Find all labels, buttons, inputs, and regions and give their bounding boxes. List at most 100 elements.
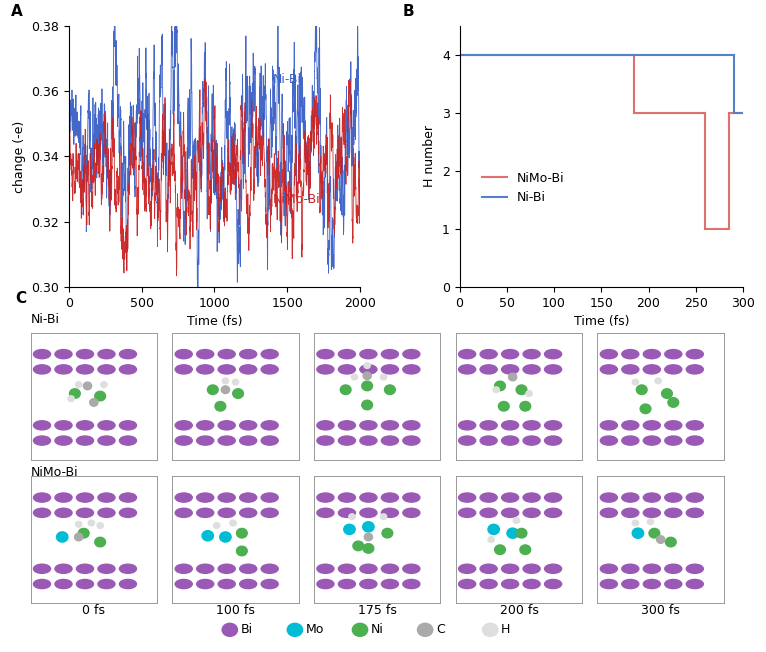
Ellipse shape xyxy=(502,365,519,374)
Ellipse shape xyxy=(240,436,257,445)
Text: Bi: Bi xyxy=(241,623,253,636)
Ellipse shape xyxy=(643,365,660,374)
Ellipse shape xyxy=(655,378,661,383)
Ellipse shape xyxy=(360,365,377,374)
Text: C: C xyxy=(15,291,27,306)
Ellipse shape xyxy=(101,382,107,387)
Ellipse shape xyxy=(686,493,703,502)
Ellipse shape xyxy=(119,564,136,573)
Ellipse shape xyxy=(601,509,617,518)
Ellipse shape xyxy=(175,421,192,430)
Ellipse shape xyxy=(55,365,72,374)
Ellipse shape xyxy=(459,421,476,430)
Ellipse shape xyxy=(339,436,355,445)
Ellipse shape xyxy=(98,564,115,573)
Ellipse shape xyxy=(381,349,398,359)
Ellipse shape xyxy=(381,564,398,573)
Ellipse shape xyxy=(523,493,540,502)
Ellipse shape xyxy=(360,421,377,430)
Ellipse shape xyxy=(261,580,278,589)
Ellipse shape xyxy=(502,421,519,430)
Ellipse shape xyxy=(665,436,682,445)
Ellipse shape xyxy=(362,400,372,409)
Ellipse shape xyxy=(175,509,192,518)
Ellipse shape xyxy=(480,365,497,374)
Ellipse shape xyxy=(339,580,355,589)
Ellipse shape xyxy=(403,365,420,374)
Ellipse shape xyxy=(240,493,257,502)
Ellipse shape xyxy=(34,564,51,573)
Ellipse shape xyxy=(339,564,355,573)
Ellipse shape xyxy=(403,564,420,573)
Ellipse shape xyxy=(202,531,214,541)
Ellipse shape xyxy=(317,564,334,573)
Ellipse shape xyxy=(218,365,235,374)
Ellipse shape xyxy=(488,524,499,535)
Ellipse shape xyxy=(175,436,192,445)
Text: Ni-Bi: Ni-Bi xyxy=(273,74,302,87)
Ellipse shape xyxy=(240,509,257,518)
Ellipse shape xyxy=(523,580,540,589)
Ellipse shape xyxy=(686,349,703,359)
Ellipse shape xyxy=(545,580,561,589)
Ellipse shape xyxy=(237,546,247,556)
Ellipse shape xyxy=(526,391,532,396)
Ellipse shape xyxy=(317,365,334,374)
Ellipse shape xyxy=(516,528,527,538)
Ellipse shape xyxy=(459,509,476,518)
Ellipse shape xyxy=(317,436,334,445)
Ellipse shape xyxy=(686,580,703,589)
Ellipse shape xyxy=(502,493,519,502)
Ellipse shape xyxy=(665,349,682,359)
Ellipse shape xyxy=(632,520,639,526)
Ellipse shape xyxy=(632,528,643,539)
Ellipse shape xyxy=(488,537,494,542)
Text: NiMo-Bi: NiMo-Bi xyxy=(31,466,78,479)
X-axis label: Time (fs): Time (fs) xyxy=(187,315,242,328)
Ellipse shape xyxy=(360,509,377,518)
Ellipse shape xyxy=(317,509,334,518)
Ellipse shape xyxy=(55,421,72,430)
Ellipse shape xyxy=(34,421,51,430)
Ellipse shape xyxy=(381,436,398,445)
Ellipse shape xyxy=(513,518,519,524)
Ellipse shape xyxy=(516,385,527,394)
Ellipse shape xyxy=(349,514,355,520)
Ellipse shape xyxy=(34,436,51,445)
Ellipse shape xyxy=(381,374,387,380)
Ellipse shape xyxy=(686,509,703,518)
Ellipse shape xyxy=(459,580,476,589)
Text: A: A xyxy=(11,4,22,19)
Ellipse shape xyxy=(459,564,476,573)
Ellipse shape xyxy=(77,365,93,374)
Ellipse shape xyxy=(77,349,93,359)
Ellipse shape xyxy=(360,436,377,445)
Ellipse shape xyxy=(119,349,136,359)
Ellipse shape xyxy=(403,421,420,430)
Ellipse shape xyxy=(55,349,72,359)
Ellipse shape xyxy=(76,522,82,527)
Ellipse shape xyxy=(601,564,617,573)
Y-axis label: change (-e): change (-e) xyxy=(13,121,26,192)
Ellipse shape xyxy=(480,580,497,589)
Ellipse shape xyxy=(381,421,398,430)
Ellipse shape xyxy=(98,365,115,374)
Ellipse shape xyxy=(339,421,355,430)
Ellipse shape xyxy=(339,509,355,518)
Ellipse shape xyxy=(77,580,93,589)
Ellipse shape xyxy=(459,436,476,445)
Ellipse shape xyxy=(381,580,398,589)
Ellipse shape xyxy=(218,436,235,445)
Ellipse shape xyxy=(643,580,660,589)
Ellipse shape xyxy=(317,580,334,589)
Ellipse shape xyxy=(502,509,519,518)
Ellipse shape xyxy=(545,436,561,445)
Ellipse shape xyxy=(95,391,106,401)
Ellipse shape xyxy=(55,580,72,589)
Ellipse shape xyxy=(34,509,51,518)
Ellipse shape xyxy=(502,564,519,573)
Ellipse shape xyxy=(686,421,703,430)
Ellipse shape xyxy=(632,379,639,385)
Ellipse shape xyxy=(175,365,192,374)
Ellipse shape xyxy=(523,365,540,374)
